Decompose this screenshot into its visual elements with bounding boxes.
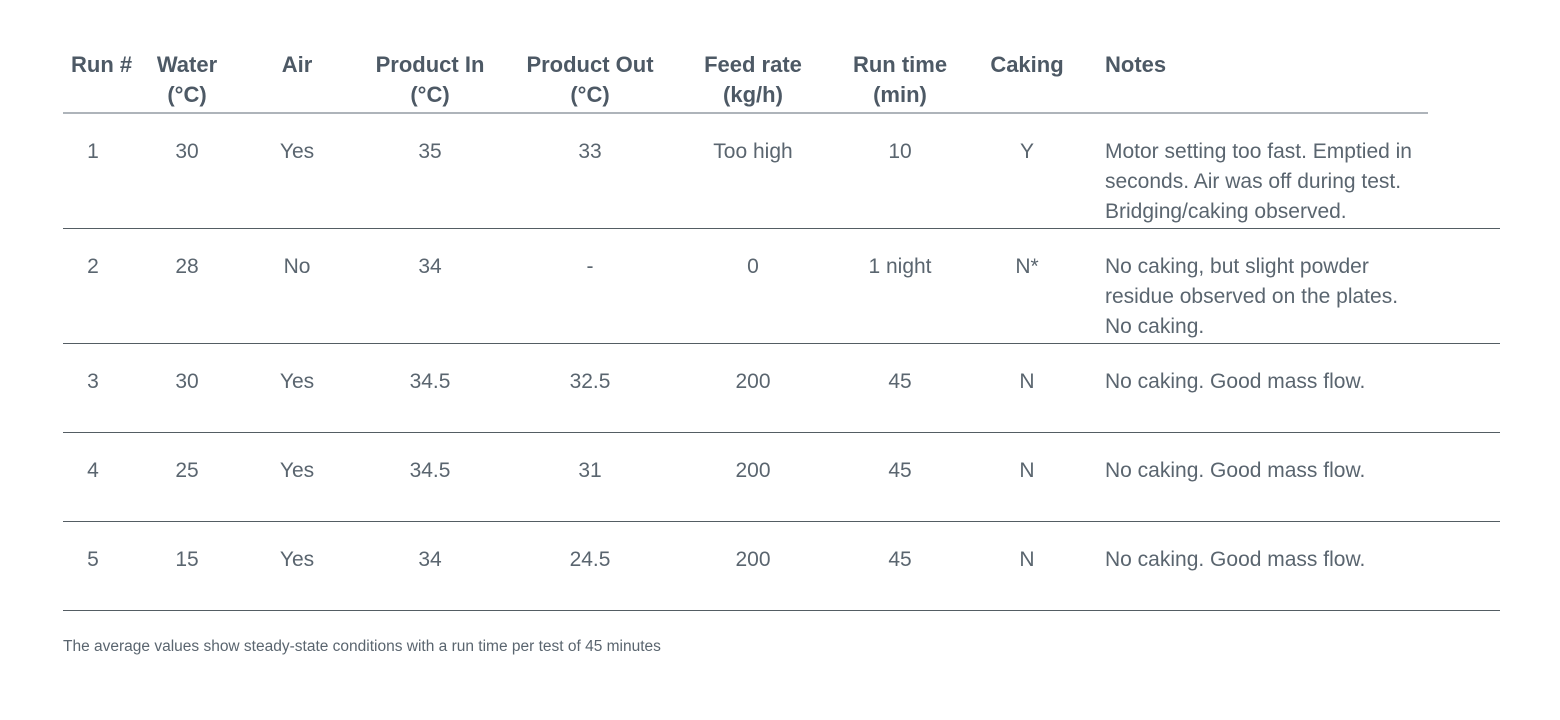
column-unit xyxy=(71,80,115,110)
cell-product-in: 34.5 xyxy=(343,343,517,433)
cell-run: 5 xyxy=(63,521,123,611)
column-label: Feed rate xyxy=(704,52,802,77)
column-label: Product Out xyxy=(526,52,654,77)
cell-air: Yes xyxy=(251,113,343,229)
header-row: Run # Water (°C) Air Product In (°C) xyxy=(63,50,1500,114)
cell-product-in: 34 xyxy=(343,521,517,611)
cell-run-time: 45 xyxy=(843,521,957,611)
cell-air: Yes xyxy=(251,343,343,433)
cell-product-in: 34.5 xyxy=(343,432,517,522)
column-label: Notes xyxy=(1105,52,1167,77)
cell-feed-rate: 0 xyxy=(663,228,843,344)
column-header-water: Water (°C) xyxy=(123,50,251,114)
cell-notes: No caking, but slight powder residue obs… xyxy=(1097,228,1500,344)
column-unit: (min) xyxy=(873,82,927,107)
column-unit: (°C) xyxy=(570,82,610,107)
column-header-feed-rate: Feed rate (kg/h) xyxy=(663,50,843,114)
column-unit xyxy=(965,80,1089,110)
cell-run: 3 xyxy=(63,343,123,433)
cell-notes: Motor setting too fast. Emptied in secon… xyxy=(1097,113,1500,229)
cell-notes: No caking. Good mass flow. xyxy=(1097,521,1500,611)
cell-product-in: 35 xyxy=(343,113,517,229)
column-header-notes: Notes xyxy=(1097,50,1500,114)
cell-notes: No caking. Good mass flow. xyxy=(1097,343,1500,433)
cell-caking: N xyxy=(957,432,1097,522)
column-label: Caking xyxy=(990,52,1064,77)
column-header-run: Run # xyxy=(63,50,133,114)
cell-run-time: 10 xyxy=(843,113,957,229)
cell-air: Yes xyxy=(251,521,343,611)
column-unit: (°C) xyxy=(410,82,450,107)
cell-notes: No caking. Good mass flow. xyxy=(1097,432,1500,522)
cell-product-out: 24.5 xyxy=(517,521,663,611)
cell-feed-rate: 200 xyxy=(663,432,843,522)
column-label: Water xyxy=(156,52,218,77)
cell-run-time: 1 night xyxy=(843,228,957,344)
table-body: 1 30 Yes 35 33 Too high 10 Y Motor setti… xyxy=(63,113,1500,611)
cell-caking: N xyxy=(957,521,1097,611)
cell-product-out: - xyxy=(517,228,663,344)
table-header: Run # Water (°C) Air Product In (°C) xyxy=(63,50,1500,114)
table-row-4: 4 25 Yes 34.5 31 200 45 N No caking. Goo… xyxy=(63,432,1500,522)
column-unit xyxy=(1105,80,1492,110)
cell-water: 25 xyxy=(123,432,251,522)
cell-product-out: 33 xyxy=(517,113,663,229)
column-label: Product In xyxy=(375,52,485,77)
column-header-caking: Caking xyxy=(957,50,1097,114)
table-row-2: 2 28 No 34 - 0 1 night N* No caking, but… xyxy=(63,228,1500,344)
cell-water: 30 xyxy=(123,343,251,433)
cell-water: 30 xyxy=(123,113,251,229)
cell-water: 28 xyxy=(123,228,251,344)
cell-product-out: 31 xyxy=(517,432,663,522)
column-header-run-time: Run time (min) xyxy=(843,50,957,114)
cell-product-out: 32.5 xyxy=(517,343,663,433)
cell-run-time: 45 xyxy=(843,432,957,522)
column-label: Run time xyxy=(852,52,948,77)
cell-caking: N xyxy=(957,343,1097,433)
cell-run: 4 xyxy=(63,432,123,522)
cell-caking: Y xyxy=(957,113,1097,229)
column-label: Run # xyxy=(71,52,133,77)
column-header-air: Air xyxy=(251,50,343,114)
table-section: Run # Water (°C) Air Product In (°C) xyxy=(63,50,1500,655)
column-label: Air xyxy=(281,52,313,77)
cell-feed-rate: 200 xyxy=(663,343,843,433)
table-footnote: The average values show steady-state con… xyxy=(63,638,661,655)
cell-product-in: 34 xyxy=(343,228,517,344)
column-header-product-out: Product Out (°C) xyxy=(517,50,663,114)
cell-feed-rate: 200 xyxy=(663,521,843,611)
cell-water: 15 xyxy=(123,521,251,611)
column-unit: (°C) xyxy=(167,82,207,107)
cell-run-time: 45 xyxy=(843,343,957,433)
cell-run: 1 xyxy=(63,113,123,229)
test-runs-table: Run # Water (°C) Air Product In (°C) xyxy=(63,50,1500,611)
cell-caking: N* xyxy=(957,228,1097,344)
cell-air: Yes xyxy=(251,432,343,522)
cell-feed-rate: Too high xyxy=(663,113,843,229)
cell-run: 2 xyxy=(63,228,123,344)
table-row-5: 5 15 Yes 34 24.5 200 45 N No caking. Goo… xyxy=(63,521,1500,611)
table-row-1: 1 30 Yes 35 33 Too high 10 Y Motor setti… xyxy=(63,113,1500,229)
cell-air: No xyxy=(251,228,343,344)
table-row-3: 3 30 Yes 34.5 32.5 200 45 N No caking. G… xyxy=(63,343,1500,433)
column-unit: (kg/h) xyxy=(723,82,783,107)
column-header-product-in: Product In (°C) xyxy=(343,50,517,114)
column-unit xyxy=(259,80,335,110)
